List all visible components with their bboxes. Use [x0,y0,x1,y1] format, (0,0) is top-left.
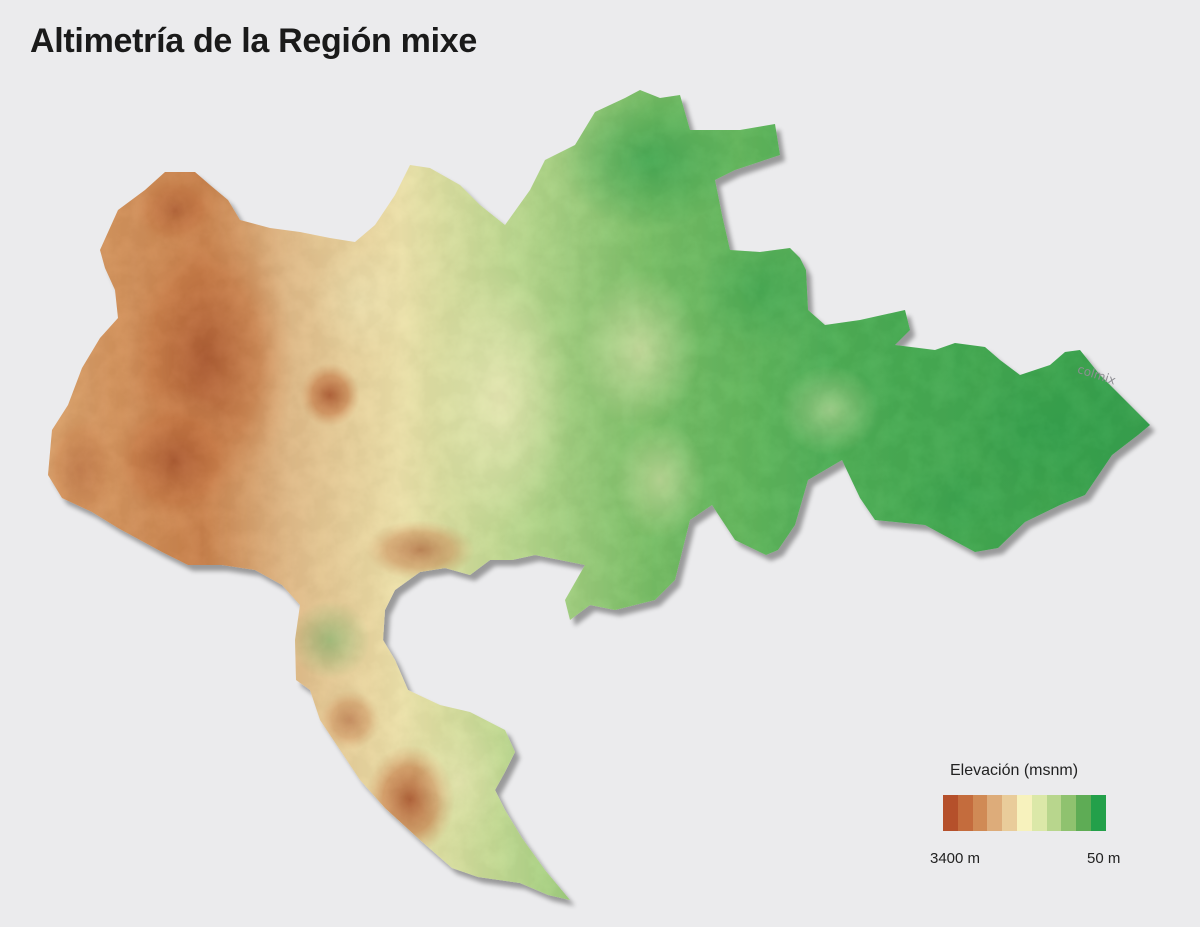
legend-color-scale [943,795,1106,831]
legend-swatch [1046,795,1062,831]
legend-min-label: 3400 m [930,850,981,867]
legend-swatch [1016,795,1032,831]
legend-swatch [972,795,988,831]
legend-swatch [1090,795,1106,831]
map-title: Altimetría de la Región mixe [30,22,477,60]
legend-swatch [1031,795,1047,831]
legend-swatch [957,795,973,831]
legend-swatch [1002,795,1017,831]
legend-swatch [943,795,958,831]
legend-max-label: 50 m [1087,850,1121,867]
legend-swatch [987,795,1003,831]
legend-title: Elevación (msnm) [950,762,1079,779]
legend-swatch [1061,795,1077,831]
legend-swatch [1076,795,1091,831]
